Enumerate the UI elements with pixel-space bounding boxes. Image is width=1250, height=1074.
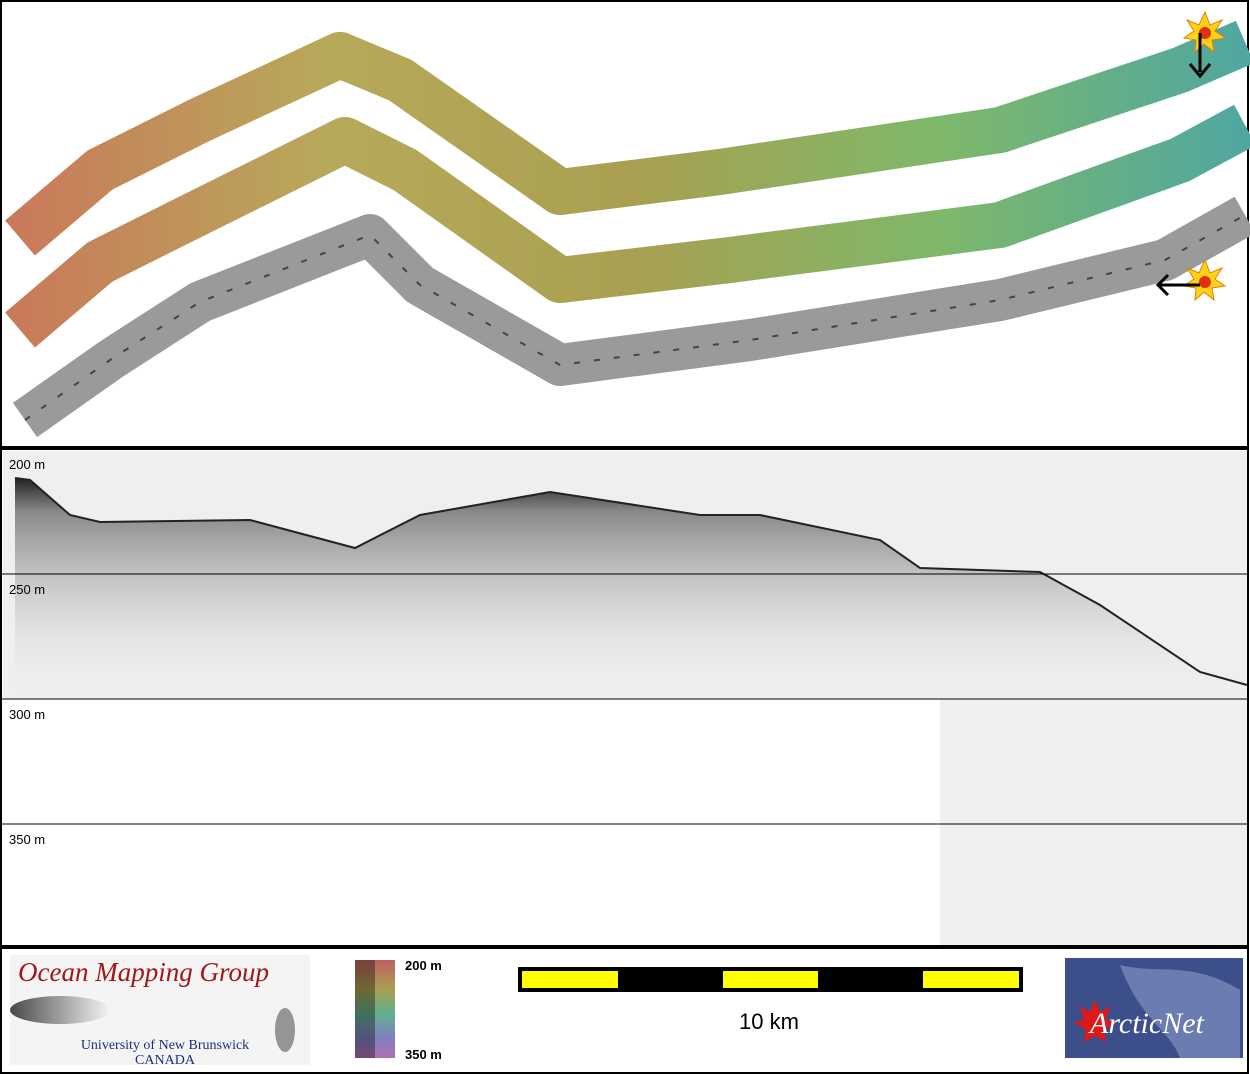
scale-bottom: 350 m bbox=[405, 1047, 442, 1062]
logo-title: ArcticNet bbox=[1088, 1007, 1205, 1040]
footer: Ocean Mapping Group University of New Br… bbox=[0, 947, 1249, 1074]
color-scale: 200 m 350 m bbox=[355, 958, 442, 1062]
depth-label: 350 m bbox=[9, 832, 45, 847]
swath-bathymetry bbox=[5, 20, 1250, 256]
seabed-line bbox=[14, 477, 1248, 686]
logo-title: Ocean Mapping Group bbox=[18, 957, 269, 987]
sidescan-texture bbox=[24, 214, 1246, 421]
scale-label: 10 km bbox=[739, 1009, 799, 1034]
depth-label: 250 m bbox=[9, 582, 45, 597]
swath-backscatter-shaded bbox=[5, 104, 1250, 348]
depth-label: 300 m bbox=[9, 707, 45, 722]
logo-line: CANADA bbox=[135, 1053, 196, 1068]
scale-top: 200 m bbox=[405, 958, 442, 973]
omg-logo: Ocean Mapping Group University of New Br… bbox=[10, 955, 310, 1068]
profile-panel: 200 m 250 m 300 m 350 m bbox=[0, 448, 1249, 947]
marker-bottom bbox=[1155, 258, 1227, 302]
logo-line: University of New Brunswick bbox=[81, 1038, 249, 1053]
depth-label: 200 m bbox=[9, 457, 45, 472]
marker-top bbox=[1182, 10, 1227, 79]
seabed-echo bbox=[15, 478, 1247, 699]
arcticnet-logo: ArcticNet bbox=[1065, 958, 1243, 1058]
scale-bar: 10 km bbox=[518, 967, 1023, 1034]
map-panel bbox=[0, 0, 1250, 448]
